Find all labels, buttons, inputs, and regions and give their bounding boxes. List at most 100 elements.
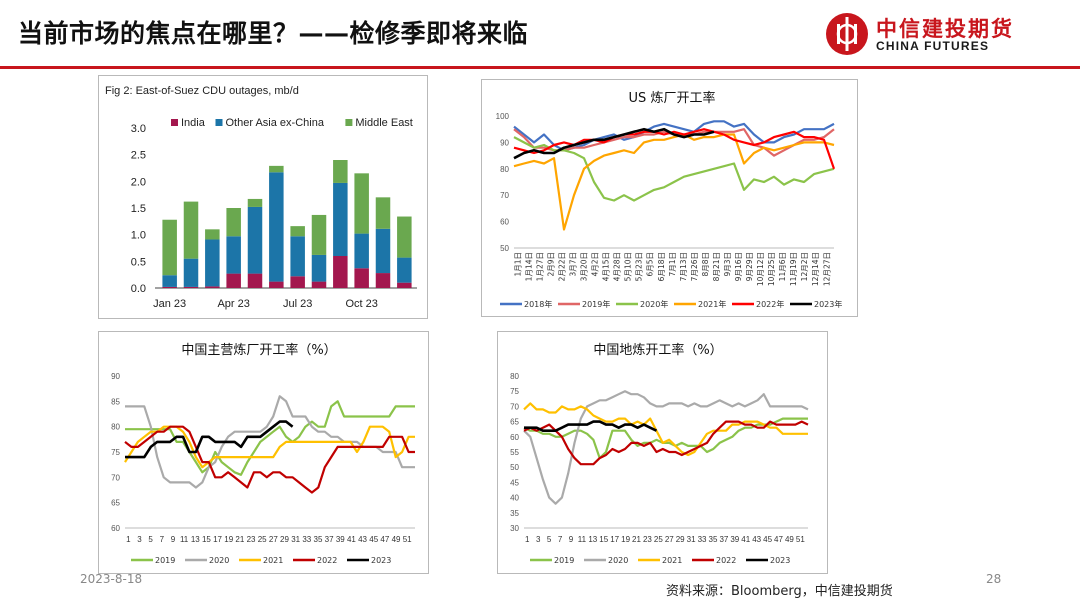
x-tick-label: 33	[698, 535, 707, 544]
legend-label: 2021年	[698, 299, 726, 309]
bar-segment	[333, 160, 348, 183]
legend-label: 2019年	[582, 299, 610, 309]
x-tick-label: 3	[137, 535, 142, 544]
x-tick-label: 49	[392, 535, 401, 544]
bar-segment	[183, 286, 199, 288]
footer-date: 2023-8-18	[80, 572, 143, 586]
x-tick-label: 37	[325, 535, 334, 544]
x-tick-label: 11	[578, 535, 587, 544]
y-tick-label: 70	[500, 191, 509, 200]
x-tick-label: 47	[380, 535, 389, 544]
y-tick-label: 30	[510, 524, 519, 533]
x-tick-label: 9月3日	[723, 252, 732, 277]
x-tick-label: 8月21日	[712, 252, 721, 281]
x-tick-label: 4月28日	[613, 252, 622, 281]
y-tick-label: 85	[111, 397, 120, 406]
y-tick-label: 35	[510, 509, 519, 518]
legend-label: 2019	[554, 556, 574, 565]
y-tick-label: 0.5	[131, 256, 146, 268]
y-tick-label: 2.0	[131, 176, 146, 188]
y-tick-label: 80	[500, 165, 509, 174]
x-tick-label: 41	[741, 535, 750, 544]
x-tick-label: 21	[235, 535, 244, 544]
x-tick-label: 45	[369, 535, 378, 544]
legend-label: 2023年	[814, 299, 842, 309]
bar-segment	[269, 165, 284, 173]
x-tick-label: 13	[191, 535, 200, 544]
chart-title: Fig 2: East-of-Suez CDU outages, mb/d	[105, 85, 299, 97]
bar-segment	[162, 275, 177, 287]
x-tick-label: 1月1日	[513, 252, 522, 277]
china-local-refinery-chart: 中国地炼开工率（%） 30 35 40 45 50 55 60 65 70 75 80 1 3 5 7 9 11 1…	[497, 331, 828, 574]
x-tick-label: Jul 23	[283, 298, 312, 310]
x-tick-label: 43	[358, 535, 367, 544]
x-tick-label: 45	[763, 535, 772, 544]
bar-segment	[333, 182, 348, 256]
bar-segment	[354, 268, 369, 288]
x-tick-label: 12月2日	[800, 252, 809, 281]
bar-segment	[397, 216, 412, 258]
y-tick-label: 70	[510, 402, 519, 411]
bar-segment	[269, 172, 284, 282]
x-tick-label: 51	[796, 535, 805, 544]
cdu-outage-chart: Fig 2: East-of-Suez CDU outages, mb/d Ind…	[98, 75, 428, 319]
x-tick-label: 4月15日	[602, 252, 611, 281]
page-number: 28	[986, 572, 1002, 586]
chart-title: US 炼厂开工率	[629, 90, 716, 106]
bar-segment	[247, 273, 263, 288]
series-line	[125, 420, 294, 459]
x-tick-label: 3月7日	[568, 252, 577, 277]
y-tick-label: 55	[510, 448, 519, 457]
series-line	[523, 402, 808, 457]
x-tick-label: 33	[302, 535, 311, 544]
x-tick-label: 17	[213, 535, 222, 544]
x-tick-label: 25	[654, 535, 663, 544]
bar-segment	[333, 256, 348, 288]
x-tick-label: 9	[569, 535, 574, 544]
bar-segment	[162, 286, 177, 288]
bar-segment	[247, 198, 263, 207]
bar-segment	[183, 258, 199, 287]
x-tick-label: 1月14日	[524, 252, 533, 281]
x-tick-label: 13	[588, 535, 597, 544]
x-tick-label: 7月1日	[668, 252, 677, 277]
chart-title: 中国主营炼厂开工率（%）	[181, 342, 336, 358]
x-tick-label: 27	[665, 535, 674, 544]
legend-label: Middle East	[355, 117, 412, 129]
x-tick-label: 23	[643, 535, 652, 544]
x-tick-label: 12月14日	[811, 252, 820, 286]
logo-english-name: CHINA FUTURES	[876, 39, 990, 53]
bar-segment	[247, 206, 263, 274]
x-tick-label: Jan 23	[153, 298, 186, 310]
logo-chinese-name: 中信建投期货	[876, 17, 1014, 41]
x-tick-label: 1	[525, 535, 530, 544]
y-tick-label: 90	[111, 372, 120, 381]
y-tick-label: 65	[510, 418, 519, 427]
x-tick-label: 5	[148, 535, 153, 544]
legend-label: 2020	[209, 556, 229, 565]
legend-label: 2022	[716, 556, 736, 565]
x-tick-label: 5月10日	[624, 252, 633, 281]
legend-swatch	[171, 119, 178, 126]
bar-segment	[311, 214, 327, 255]
x-tick-label: 19	[224, 535, 233, 544]
citic-emblem-icon	[826, 13, 868, 55]
series-line	[513, 133, 835, 231]
us-refinery-utilization-chart: US 炼厂开工率 50 60 70 80 90 100 1月1日 1月14日 1月27日 2月9日 2…	[481, 79, 858, 317]
x-tick-label: 2月22日	[557, 252, 566, 281]
y-tick-label: 60	[510, 433, 519, 442]
series-line	[523, 390, 809, 505]
x-tick-label: 6月18日	[657, 252, 666, 281]
x-tick-label: 9月29日	[745, 252, 754, 281]
x-tick-label: 1月27日	[535, 252, 544, 281]
bar-segment	[269, 281, 284, 288]
x-tick-label: 29	[280, 535, 289, 544]
bar-segment	[397, 282, 412, 288]
y-tick-label: 45	[510, 478, 519, 487]
x-tick-label: 10月25日	[767, 252, 776, 286]
y-tick-label: 75	[111, 448, 120, 457]
bar-segment	[205, 286, 220, 288]
x-tick-label: 11月19日	[789, 252, 798, 286]
